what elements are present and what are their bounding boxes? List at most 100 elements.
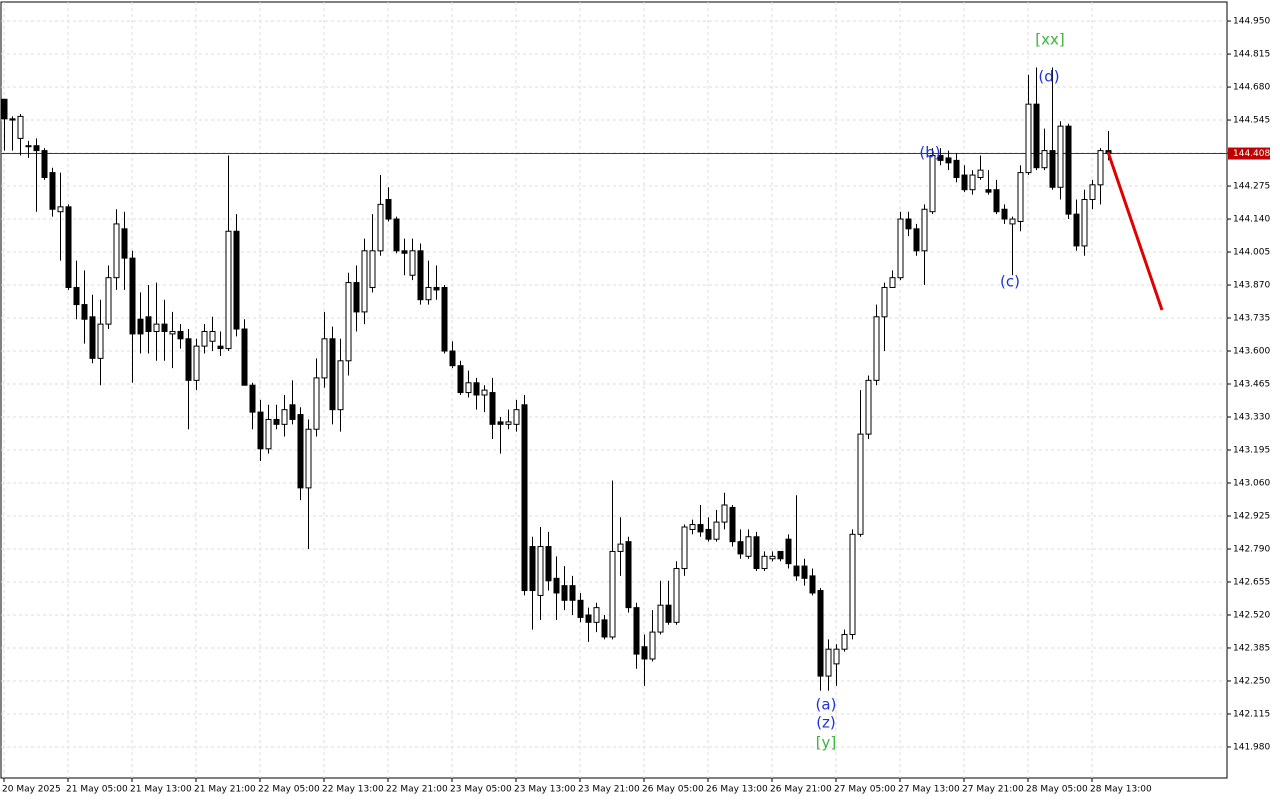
candle-body	[273, 418, 280, 425]
candle-body	[657, 604, 664, 633]
y-tick-label: 141.980	[1233, 742, 1270, 752]
candle-body	[897, 218, 904, 279]
candle-body	[937, 154, 944, 161]
candle-body	[537, 546, 544, 596]
candle-body	[649, 631, 656, 660]
candle-body	[369, 250, 376, 288]
candle-body	[385, 198, 392, 220]
wave-label: (b)	[919, 144, 940, 162]
candle-body	[433, 286, 440, 291]
candle-body	[377, 203, 384, 252]
candle-body	[889, 277, 896, 288]
wave-label: (d)	[1038, 68, 1059, 86]
candle-body	[201, 330, 208, 347]
candle-body	[177, 330, 184, 340]
x-tick-label: 27 May 21:00	[962, 785, 1024, 795]
candle-body	[817, 590, 824, 677]
candle-body	[57, 206, 64, 213]
candle-body	[169, 330, 176, 335]
candle-body	[833, 648, 840, 665]
candle-body	[65, 206, 72, 288]
candle-body	[793, 565, 800, 577]
candle-body	[825, 648, 832, 677]
candle-body	[769, 555, 776, 560]
candle-body	[217, 345, 224, 350]
candle-body	[193, 345, 200, 381]
price-label: 144.408	[1233, 149, 1270, 159]
candle-body	[297, 414, 304, 489]
candle-body	[681, 526, 688, 570]
candle-body	[265, 418, 272, 450]
y-tick-label: 143.870	[1233, 281, 1270, 291]
candle-body	[713, 521, 720, 540]
candle-body	[1, 98, 8, 120]
candle-body	[393, 218, 400, 252]
candle-body	[457, 365, 464, 394]
candle-body	[577, 599, 584, 618]
candle-body	[865, 379, 872, 435]
candle-body	[609, 550, 616, 638]
candle-body	[585, 614, 592, 623]
candle-body	[225, 230, 232, 350]
y-tick-label: 143.330	[1233, 413, 1270, 423]
candle-body	[73, 286, 80, 306]
candle-body	[809, 575, 816, 594]
candle-body	[985, 189, 992, 193]
candle-body	[1017, 172, 1024, 222]
y-tick-label: 144.005	[1233, 248, 1270, 258]
candle-body	[441, 286, 448, 352]
candle-body	[785, 538, 792, 565]
axes: 141.980 142.115 142.250 142.385 142.520 142.6…	[2, 17, 1270, 795]
wave-label: (a)	[816, 696, 837, 714]
plot-frame	[0, 1, 1228, 779]
candle-body	[921, 208, 928, 252]
candle-body	[1033, 103, 1040, 169]
candle-body	[673, 568, 680, 623]
candle-body	[321, 338, 328, 379]
y-tick-label: 142.385	[1233, 643, 1270, 653]
candle-body	[545, 546, 552, 582]
candle-body	[289, 404, 296, 420]
y-tick-label: 143.195	[1233, 446, 1270, 456]
forecast-arrow	[1106, 151, 1164, 311]
wave-label: [y]	[816, 734, 837, 752]
x-tick-label: 26 May 05:00	[642, 785, 704, 795]
y-tick-label: 142.655	[1233, 577, 1270, 587]
candle-body	[961, 174, 968, 191]
x-tick-label: 22 May 21:00	[386, 785, 448, 795]
candle-body	[913, 228, 920, 252]
candle-body	[753, 536, 760, 570]
candle-body	[81, 304, 88, 320]
candle-body	[745, 536, 752, 557]
candle-body	[561, 585, 568, 601]
candle-body	[553, 577, 560, 594]
candle-body	[633, 607, 640, 655]
candle-body	[777, 550, 784, 560]
x-tick-label: 28 May 13:00	[1090, 785, 1152, 795]
candle-body	[329, 338, 336, 411]
candle-body	[593, 607, 600, 623]
y-tick-label: 142.250	[1233, 676, 1270, 686]
x-tick-label: 28 May 05:00	[1026, 785, 1088, 795]
candle-body	[49, 172, 56, 210]
candle-body	[689, 524, 696, 530]
wave-label: [xx]	[1035, 31, 1064, 49]
candle-body	[257, 411, 264, 450]
candle-body	[641, 646, 648, 660]
candle-body	[401, 250, 408, 254]
candle-body	[313, 377, 320, 430]
candle-body	[1057, 125, 1064, 188]
candle-body	[1025, 103, 1032, 174]
candle-body	[969, 174, 976, 191]
candle-body	[705, 528, 712, 540]
y-tick-label: 143.465	[1233, 380, 1270, 390]
y-tick-label: 144.275	[1233, 182, 1270, 192]
candle-body	[801, 565, 808, 579]
x-tick-label: 21 May 21:00	[194, 785, 256, 795]
candles	[1, 67, 1112, 691]
y-tick-label: 143.600	[1233, 347, 1270, 357]
x-tick-label: 21 May 13:00	[130, 785, 192, 795]
candle-body	[145, 316, 152, 332]
candle-body	[929, 154, 936, 213]
